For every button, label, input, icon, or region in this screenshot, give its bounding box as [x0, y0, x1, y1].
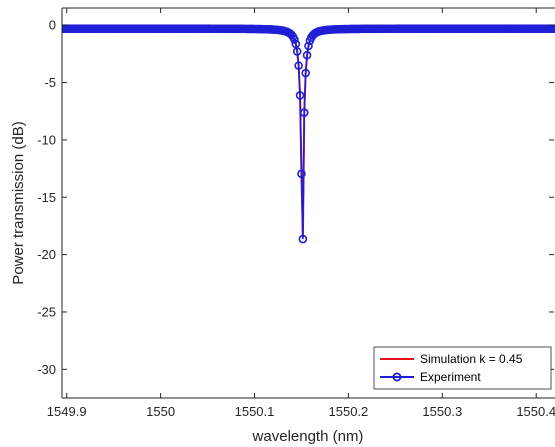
experiment-point	[290, 35, 299, 44]
experiment-point	[295, 91, 305, 100]
x-tick-label: 1550.1	[235, 404, 275, 419]
experiment-point	[301, 68, 310, 78]
experiment-point	[550, 24, 555, 33]
x-tick-label: 1550.4	[516, 404, 555, 419]
legend-experiment-marker	[392, 372, 402, 382]
y-tick-label: -15	[37, 190, 56, 205]
x-axis-label: wavelength (nm)	[252, 428, 364, 445]
plot-area	[62, 8, 555, 398]
legend: Simulation k = 0.45 Experiment	[373, 346, 552, 390]
y-tick-label: -30	[37, 362, 56, 377]
legend-box	[373, 346, 552, 390]
x-tick-label: 1550	[146, 404, 175, 419]
axes: 1549.9 1550 1550.1 1550.2 1550.3 1550.4 0 -5 -10…	[37, 7, 555, 419]
y-tick-label: -10	[37, 132, 56, 147]
y-axis-label: Power transmission (dB)	[10, 121, 27, 284]
experiment-point	[302, 50, 312, 60]
x-tick-label: 1550.2	[329, 404, 369, 419]
legend-experiment-label: Experiment	[420, 370, 481, 384]
experiment-point	[298, 234, 308, 244]
x-tick-label: 1550.3	[422, 404, 462, 419]
plot-layer	[62, 24, 555, 244]
experiment-point	[299, 108, 309, 117]
y-tick-label: -25	[37, 304, 56, 319]
experiment-point	[294, 61, 303, 70]
experiment-point	[304, 41, 313, 51]
experiment-point	[292, 47, 302, 56]
y-tick-label: -5	[44, 75, 56, 90]
x-tick-label: 1549.9	[47, 404, 87, 419]
y-tick-label: 0	[49, 18, 56, 33]
legend-simulation-label: Simulation k = 0.45	[420, 352, 523, 366]
y-tick-label: -20	[37, 247, 56, 262]
experiment-point	[297, 169, 306, 179]
